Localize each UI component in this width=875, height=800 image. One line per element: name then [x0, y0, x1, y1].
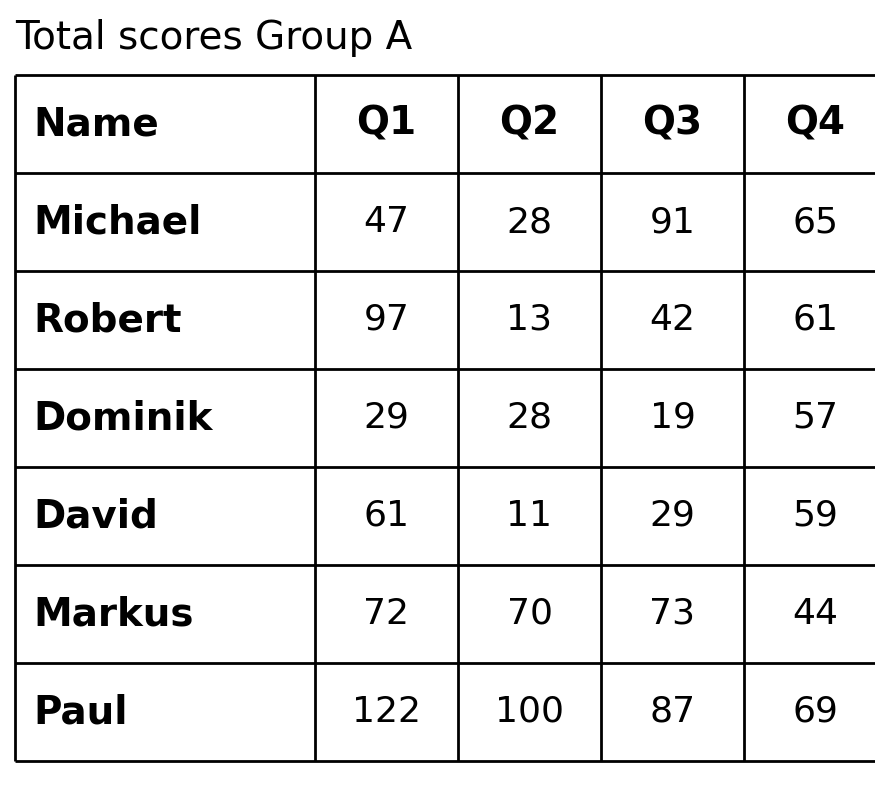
- Text: Name: Name: [33, 105, 158, 143]
- Text: Michael: Michael: [33, 203, 201, 241]
- Text: 28: 28: [507, 401, 553, 435]
- Text: 100: 100: [495, 695, 564, 729]
- Text: 61: 61: [363, 499, 410, 533]
- Text: 91: 91: [649, 205, 696, 239]
- Text: 42: 42: [649, 303, 696, 337]
- Text: 44: 44: [793, 597, 838, 631]
- Text: 47: 47: [363, 205, 410, 239]
- Text: Q3: Q3: [642, 105, 703, 143]
- Text: 59: 59: [793, 499, 838, 533]
- Text: 13: 13: [507, 303, 552, 337]
- Text: 57: 57: [793, 401, 838, 435]
- Text: David: David: [33, 497, 158, 535]
- Text: 29: 29: [364, 401, 410, 435]
- Text: 87: 87: [649, 695, 696, 729]
- Text: 70: 70: [507, 597, 552, 631]
- Text: Q2: Q2: [500, 105, 560, 143]
- Text: 122: 122: [352, 695, 421, 729]
- Text: 69: 69: [793, 695, 838, 729]
- Text: 65: 65: [793, 205, 838, 239]
- Text: 19: 19: [649, 401, 696, 435]
- Text: Robert: Robert: [33, 301, 181, 339]
- Text: 28: 28: [507, 205, 553, 239]
- Text: 11: 11: [507, 499, 552, 533]
- Text: Dominik: Dominik: [33, 399, 213, 437]
- Text: Total scores Group A: Total scores Group A: [15, 19, 412, 57]
- Text: Paul: Paul: [33, 693, 128, 731]
- Text: Q4: Q4: [786, 105, 845, 143]
- Text: Q1: Q1: [356, 105, 416, 143]
- Text: 72: 72: [363, 597, 410, 631]
- Text: Markus: Markus: [33, 595, 193, 633]
- Text: 73: 73: [649, 597, 696, 631]
- Text: 97: 97: [364, 303, 410, 337]
- Text: 29: 29: [649, 499, 696, 533]
- Text: 61: 61: [793, 303, 838, 337]
